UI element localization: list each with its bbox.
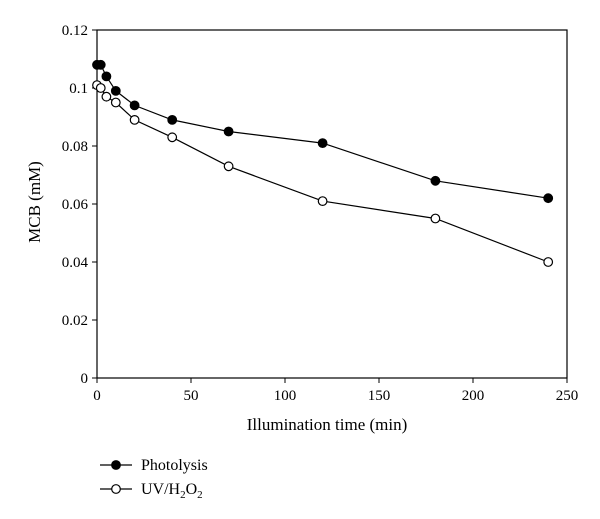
uv-h2o2-point [317, 196, 328, 207]
uv-h2o2-point [430, 213, 441, 224]
series-line-2 [96, 84, 549, 263]
uv-h2o2-point [167, 132, 178, 143]
uv-h2o2-point [110, 97, 121, 108]
photolysis-point [101, 71, 112, 82]
photolysis-point [543, 193, 554, 204]
photolysis-point [167, 114, 178, 125]
photolysis-point [110, 85, 121, 96]
plot-area: 0 50 100 150 200 250 0 0.02 0.04 0.06 0.08 0.1 0.12 [62, 23, 579, 404]
uv-h2o2-point [95, 83, 106, 93]
legend-label: UV/H2O2 [141, 481, 203, 501]
photolysis-point [430, 175, 441, 186]
uv-h2o2-point [543, 257, 554, 267]
uv-h2o2-point [129, 114, 140, 125]
legend-marker [111, 460, 121, 470]
uv-h2o2-point [223, 161, 234, 172]
x-axis-title: Illumination time (min) [247, 415, 408, 434]
legend-label: Photolysis [141, 457, 208, 474]
uv-h2o2-point [101, 91, 112, 102]
x-tick-label: 100 [274, 388, 297, 404]
y-tick-label: 0.06 [62, 197, 89, 213]
y-tick-label: 0.04 [62, 255, 89, 271]
x-tick-label: 200 [462, 388, 485, 404]
plot-frame [96, 29, 568, 379]
y-axis-title: MCB (mM) [25, 161, 44, 243]
legend-marker [111, 484, 121, 494]
photolysis-point [129, 100, 140, 111]
x-tick-label: 150 [368, 388, 391, 404]
photolysis-point [317, 138, 328, 149]
series-line-1 [97, 64, 549, 199]
x-tick-label: 50 [184, 388, 199, 404]
photolysis-point [223, 126, 234, 137]
x-tick-label: 250 [556, 388, 579, 404]
y-tick-label: 0.12 [62, 23, 88, 39]
photolysis-point [95, 59, 106, 70]
x-tick-label: 0 [93, 388, 101, 404]
y-tick-label: 0.08 [62, 139, 88, 155]
y-tick-label: 0.02 [62, 313, 88, 329]
legend: Photolysis UV/H2O2 [100, 457, 208, 501]
y-tick-label: 0 [81, 371, 89, 387]
y-tick-label: 0.1 [69, 81, 88, 97]
